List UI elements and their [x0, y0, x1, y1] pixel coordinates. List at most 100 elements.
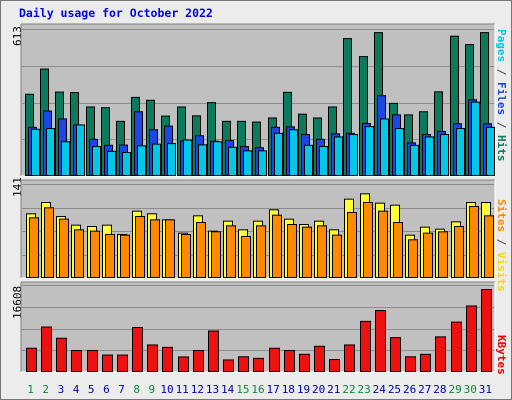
bar-pages-day-20 — [319, 146, 328, 177]
bar-sites-day-26 — [408, 239, 418, 278]
x-tick-label-day-20: 20 — [312, 383, 325, 396]
bar-pages-day-14 — [228, 146, 237, 176]
bar-kbytes-day-20 — [314, 345, 325, 372]
bar-pages-day-11 — [183, 139, 192, 177]
bar-pages-day-26 — [410, 144, 419, 177]
x-tick-label-day-24: 24 — [373, 383, 387, 396]
bar-pages-day-28 — [440, 134, 449, 176]
bar-kbytes-day-18 — [284, 349, 295, 373]
bar-pages-day-13 — [213, 141, 222, 176]
bar-pages-day-4 — [76, 124, 85, 176]
bar-kbytes-day-8 — [132, 327, 143, 372]
bar-kbytes-day-27 — [420, 353, 431, 372]
bar-sites-day-19 — [302, 226, 312, 279]
bar-kbytes-day-6 — [102, 354, 113, 373]
bar-pages-day-9 — [152, 143, 161, 177]
bar-kbytes-day-19 — [299, 353, 310, 373]
bar-kbytes-day-15 — [238, 356, 249, 372]
bar-kbytes-day-1 — [26, 347, 37, 373]
bar-sites-day-30 — [469, 206, 479, 278]
x-tick-label-day-14: 14 — [221, 383, 235, 396]
bar-sites-day-7 — [120, 234, 130, 279]
bar-pages-day-6 — [107, 150, 116, 177]
x-tick-label-day-2: 2 — [42, 383, 49, 396]
x-tick-label-day-15: 15 — [236, 383, 249, 396]
bar-kbytes-day-30 — [466, 305, 477, 373]
bar-pages-day-2 — [46, 128, 55, 177]
bar-kbytes-day-9 — [147, 344, 158, 372]
bar-kbytes-day-13 — [208, 330, 219, 373]
bar-kbytes-day-23 — [360, 320, 371, 372]
bar-pages-day-3 — [61, 141, 70, 176]
x-tick-label-day-18: 18 — [282, 383, 295, 396]
bar-kbytes-day-28 — [435, 336, 446, 372]
x-tick-label-day-21: 21 — [327, 383, 340, 396]
bar-sites-day-1 — [29, 217, 39, 278]
bar-sites-day-31 — [484, 215, 494, 278]
x-tick-label-day-30: 30 — [464, 383, 477, 396]
bar-kbytes-day-14 — [223, 359, 234, 372]
bar-sites-day-12 — [196, 222, 206, 278]
x-tick-label-day-10: 10 — [160, 383, 173, 396]
bar-sites-day-20 — [317, 225, 327, 278]
bar-kbytes-day-12 — [193, 349, 204, 373]
x-tick-label-day-28: 28 — [433, 383, 446, 396]
bar-kbytes-day-4 — [71, 349, 82, 373]
bar-sites-day-9 — [150, 219, 160, 278]
bar-sites-day-6 — [105, 234, 115, 278]
bar-sites-day-11 — [181, 234, 191, 278]
x-tick-label-day-5: 5 — [88, 383, 95, 396]
x-tick-label-day-31: 31 — [479, 383, 492, 396]
x-tick-label-day-3: 3 — [58, 383, 65, 396]
bar-kbytes-day-16 — [253, 357, 264, 372]
bar-pages-day-27 — [425, 136, 434, 176]
x-tick-label-day-27: 27 — [418, 383, 431, 396]
bar-kbytes-day-21 — [329, 359, 340, 373]
bar-kbytes-day-29 — [451, 321, 462, 372]
bar-sites-day-22 — [347, 212, 357, 278]
bar-kbytes-day-7 — [117, 354, 128, 373]
bar-sites-day-21 — [332, 234, 342, 279]
bar-pages-day-1 — [31, 128, 40, 176]
bar-pages-day-30 — [471, 101, 480, 176]
bar-sites-day-27 — [423, 232, 433, 279]
bar-kbytes-day-24 — [375, 310, 386, 373]
bar-sites-day-8 — [135, 216, 145, 278]
x-tick-label-day-23: 23 — [358, 383, 371, 396]
bar-sites-day-14 — [226, 225, 236, 278]
x-tick-label-day-25: 25 — [388, 383, 401, 396]
x-tick-label-day-1: 1 — [27, 383, 34, 396]
bar-sites-day-25 — [393, 222, 403, 278]
x-tick-label-day-22: 22 — [342, 383, 355, 396]
x-tick-label-day-29: 29 — [448, 383, 461, 396]
bar-sites-day-24 — [378, 210, 388, 279]
bar-pages-day-16 — [258, 150, 267, 176]
bar-sites-day-15 — [241, 236, 251, 278]
x-tick-label-day-4: 4 — [73, 383, 80, 396]
x-tick-label-day-6: 6 — [103, 383, 110, 396]
bar-kbytes-day-22 — [344, 344, 355, 372]
chart-title: Daily usage for October 2022 — [19, 6, 213, 20]
bar-sites-day-23 — [363, 202, 373, 278]
bar-kbytes-day-5 — [87, 349, 98, 373]
bar-pages-day-15 — [243, 150, 252, 176]
bar-pages-day-10 — [167, 143, 176, 177]
bar-pages-day-25 — [395, 128, 404, 177]
bar-kbytes-day-26 — [405, 356, 416, 372]
x-tick-label-day-16: 16 — [251, 383, 264, 396]
bar-pages-day-29 — [456, 128, 465, 177]
x-tick-label-day-7: 7 — [118, 383, 125, 396]
bar-pages-day-22 — [349, 134, 358, 176]
x-tick-label-day-8: 8 — [133, 383, 140, 396]
bar-pages-day-24 — [380, 118, 389, 176]
bar-pages-day-17 — [274, 132, 283, 176]
bar-sites-day-17 — [272, 214, 282, 279]
bar-pages-day-7 — [122, 152, 131, 177]
bar-sites-day-16 — [256, 225, 266, 278]
bar-pages-day-23 — [365, 126, 374, 177]
x-tick-label-day-19: 19 — [297, 383, 310, 396]
bar-kbytes-day-11 — [178, 356, 189, 372]
bar-sites-day-2 — [44, 207, 54, 278]
bar-pages-day-21 — [334, 136, 343, 176]
